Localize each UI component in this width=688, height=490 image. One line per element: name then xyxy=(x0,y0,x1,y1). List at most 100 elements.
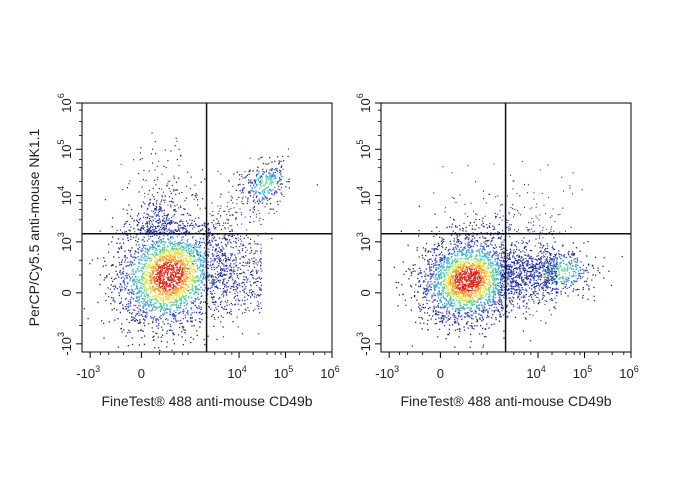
event-dot xyxy=(182,221,184,223)
event-dot xyxy=(175,270,177,272)
event-dot xyxy=(159,269,161,271)
event-dot xyxy=(256,213,258,215)
event-dot xyxy=(487,283,489,286)
event-dot xyxy=(437,274,439,276)
event-dot xyxy=(147,303,149,305)
event-dot xyxy=(226,290,228,292)
event-dot xyxy=(166,254,168,257)
event-dot xyxy=(417,273,419,275)
event-dot xyxy=(221,300,223,302)
event-dot xyxy=(250,285,252,287)
event-dot xyxy=(164,287,166,289)
event-dot xyxy=(268,212,270,214)
event-dot xyxy=(131,290,134,292)
event-dot xyxy=(244,287,246,290)
event-dot xyxy=(156,262,158,264)
event-dot xyxy=(188,277,190,279)
event-dot xyxy=(182,227,184,229)
event-dot xyxy=(180,301,183,303)
event-dot xyxy=(168,286,170,288)
event-dot xyxy=(173,304,175,306)
event-dot xyxy=(149,231,152,233)
event-dot xyxy=(147,216,149,218)
event-dot xyxy=(215,227,217,229)
y-tick-label: -103 xyxy=(56,332,74,356)
event-dot xyxy=(241,256,243,258)
event-dot xyxy=(171,276,173,279)
event-dot xyxy=(151,273,154,276)
event-dot xyxy=(151,303,153,306)
event-dot xyxy=(257,243,259,245)
event-dot xyxy=(239,235,242,237)
event-dot xyxy=(192,271,195,273)
event-dot xyxy=(141,336,143,339)
event-dot xyxy=(184,295,186,298)
event-dot xyxy=(122,273,124,275)
event-dot xyxy=(152,288,154,290)
event-dot xyxy=(178,312,180,315)
event-dot xyxy=(267,163,269,165)
event-dot xyxy=(447,275,449,278)
event-dot xyxy=(161,273,163,275)
event-dot xyxy=(418,285,420,288)
event-dot xyxy=(199,326,201,328)
event-dot xyxy=(160,272,162,274)
event-dot xyxy=(184,283,186,286)
event-dot xyxy=(147,230,149,232)
event-dot xyxy=(442,314,444,317)
event-dot xyxy=(221,268,223,270)
event-dot xyxy=(166,249,168,251)
event-dot xyxy=(487,311,489,313)
event-dot xyxy=(211,279,213,281)
event-dot xyxy=(162,240,165,243)
event-dot xyxy=(191,261,193,263)
event-dot xyxy=(171,242,173,244)
event-dot xyxy=(151,285,154,288)
event-dot xyxy=(239,208,241,210)
event-dot xyxy=(131,256,133,258)
event-dot xyxy=(494,247,496,250)
event-dot xyxy=(111,241,113,243)
event-dot xyxy=(244,308,246,310)
event-dot xyxy=(259,260,261,263)
event-dot xyxy=(175,275,177,277)
event-dot xyxy=(152,228,154,231)
event-dot xyxy=(463,303,465,305)
event-dot xyxy=(161,229,163,231)
event-dot xyxy=(152,266,155,268)
event-dot xyxy=(172,255,174,257)
event-dot xyxy=(156,280,158,282)
event-dot xyxy=(418,256,420,258)
event-dot xyxy=(179,266,182,269)
event-dot xyxy=(265,187,268,189)
event-dot xyxy=(438,302,440,305)
event-dot xyxy=(253,277,255,279)
event-dot xyxy=(180,236,183,238)
event-dot xyxy=(273,212,275,214)
event-dot xyxy=(239,190,241,192)
event-dot xyxy=(175,287,177,289)
event-dot xyxy=(207,237,209,239)
event-dot xyxy=(501,302,503,304)
event-dot xyxy=(145,302,147,304)
event-dot xyxy=(248,170,250,173)
event-dot xyxy=(196,291,198,293)
event-dot xyxy=(508,258,510,260)
event-dot xyxy=(190,253,192,255)
event-dot xyxy=(260,193,262,195)
event-dot xyxy=(187,268,189,270)
event-dot xyxy=(270,182,272,184)
event-dot xyxy=(249,169,251,171)
event-dot xyxy=(148,203,150,205)
event-dot xyxy=(166,214,168,216)
event-dot xyxy=(160,266,162,268)
event-dot xyxy=(167,271,169,273)
event-dot xyxy=(122,272,125,275)
event-dot xyxy=(168,218,170,220)
event-dot xyxy=(188,231,190,233)
event-dot xyxy=(461,292,463,294)
event-dot xyxy=(161,257,163,259)
event-dot xyxy=(132,280,134,283)
event-dot xyxy=(242,177,244,179)
event-dot xyxy=(270,197,272,199)
